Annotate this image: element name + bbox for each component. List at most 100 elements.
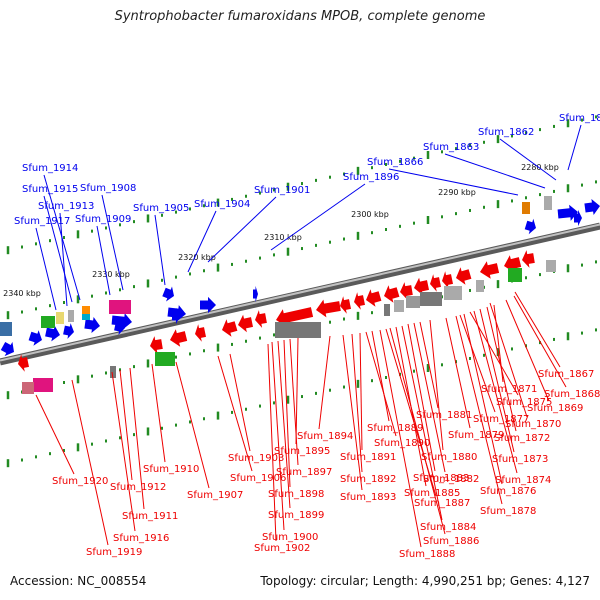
kbp-label: 2320 kbp (178, 253, 216, 262)
reverse-gene-leader (459, 314, 496, 413)
forward-gene-arrow (253, 285, 258, 303)
reverse-gene-label: Sfum_1867 (538, 369, 594, 380)
reverse-gene-label: Sfum_1873 (492, 454, 548, 465)
reverse-gene-label: Sfum_1919 (86, 547, 142, 558)
reverse-gene-leader (151, 363, 166, 463)
forward-gene-arrow (200, 296, 216, 314)
forward-gene-leader (154, 214, 166, 286)
reverse-gene-arrow (354, 292, 365, 310)
forward-gene-arrow (28, 330, 42, 346)
reverse-gene-label: Sfum_1900 (262, 532, 318, 543)
reverse-gene-arrow (480, 261, 500, 279)
feature-block (22, 382, 34, 394)
forward-gene-leader (567, 124, 582, 171)
reverse-gene-arrow (522, 250, 535, 268)
reverse-gene-leader (217, 355, 253, 472)
reverse-gene-leader (271, 341, 285, 531)
forward-gene-leader (187, 210, 217, 273)
reverse-gene-arrow (414, 277, 429, 296)
forward-gene-arrow (162, 286, 174, 302)
forward-gene-label: Sfum_1863 (423, 142, 479, 153)
reverse-gene-leader (513, 295, 567, 388)
reverse-gene-label: Sfum_1868 (544, 389, 600, 400)
forward-gene-leader (444, 153, 546, 189)
reverse-gene-leader (505, 299, 550, 402)
reverse-gene-leader (445, 317, 471, 429)
forward-gene-arrow (574, 209, 582, 227)
feature-block (546, 260, 556, 272)
reverse-gene-leader (71, 379, 109, 546)
reverse-gene-arrow (255, 310, 267, 328)
reverse-gene-label: Sfum_1895 (274, 446, 330, 457)
forward-gene-label: Sfum_1862 (478, 127, 534, 138)
reverse-gene-leader (389, 327, 446, 535)
reverse-gene-leader (365, 331, 397, 437)
reverse-gene-label: Sfum_1879 (448, 430, 504, 441)
reverse-gene-arrow (400, 282, 413, 300)
reverse-gene-arrow (222, 319, 238, 337)
reverse-gene-leader (351, 333, 363, 473)
forward-gene-arrow (45, 325, 60, 342)
reverse-gene-label: Sfum_1880 (421, 452, 477, 463)
reverse-gene-arrow (238, 314, 253, 333)
reverse-gene-leader (295, 337, 299, 445)
reverse-gene-arrow (316, 299, 341, 318)
kbp-label: 2340 kbp (3, 289, 41, 298)
reverse-gene-label: Sfum_1911 (122, 511, 178, 522)
reverse-gene-leader (318, 335, 331, 430)
forward-gene-label: Sfum_1905 (133, 203, 189, 214)
reverse-gene-label: Sfum_1871 (481, 384, 537, 395)
feature-block (406, 296, 420, 308)
feature-block (275, 322, 321, 338)
reverse-gene-label: Sfum_1903 (228, 453, 284, 464)
reverse-gene-label: Sfum_1878 (480, 506, 536, 517)
kbp-label: 2290 kbp (438, 188, 476, 197)
forward-gene-label: Sfum_1909 (75, 214, 131, 225)
reverse-gene-label: Sfum_1883 (413, 473, 469, 484)
feature-block (155, 352, 175, 366)
reverse-gene-arrow (170, 329, 188, 347)
reverse-gene-leader (371, 330, 390, 422)
forward-gene-leader (207, 196, 277, 263)
reverse-gene-label: Sfum_1898 (268, 489, 324, 500)
reverse-gene-label: Sfum_1906 (230, 473, 286, 484)
reverse-gene-leader (111, 371, 136, 532)
reverse-gene-label: Sfum_1893 (340, 492, 396, 503)
reverse-gene-leader (289, 338, 299, 466)
feature-block (0, 322, 12, 336)
forward-gene-leader (101, 194, 124, 291)
reverse-gene-leader (175, 361, 210, 489)
reverse-gene-label: Sfum_1892 (340, 474, 396, 485)
reverse-gene-leader (401, 325, 443, 521)
map-title: Syntrophobacter fumaroxidans MPOB, compl… (114, 9, 486, 24)
forward-gene-label: Sfum_1866 (367, 157, 423, 168)
reverse-gene-leader (479, 308, 515, 453)
feature-block (522, 202, 530, 214)
reverse-gene-arrow (366, 289, 382, 307)
reverse-gene-leader (342, 334, 363, 491)
reverse-gene-arrow (430, 274, 441, 292)
reverse-gene-arrow (456, 267, 472, 285)
reverse-gene-leader (229, 353, 251, 452)
forward-gene-label: Sfum_1861 (559, 113, 600, 124)
reverse-gene-leader (359, 332, 363, 451)
forward-gene-arrow (0, 341, 14, 357)
forward-gene-arrow (84, 317, 100, 333)
reverse-gene-label: Sfum_1876 (480, 486, 536, 497)
reverse-gene-leader (469, 311, 519, 396)
forward-gene-leader (43, 195, 73, 303)
reverse-gene-leader (277, 340, 291, 509)
reverse-gene-label: Sfum_1881 (416, 410, 472, 421)
reverse-gene-leader (283, 339, 291, 488)
forward-gene-label: Sfum_1913 (38, 201, 94, 212)
reverse-gene-label: Sfum_1907 (187, 490, 243, 501)
forward-gene-label: Sfum_1914 (22, 163, 78, 174)
forward-gene-label: Sfum_1904 (194, 199, 250, 210)
reverse-gene-label: Sfum_1875 (496, 397, 552, 408)
forward-gene-arrow (172, 307, 180, 325)
reverse-gene-label: Sfum_1891 (340, 452, 396, 463)
reverse-gene-arrow (442, 271, 453, 289)
forward-gene-arrow (63, 323, 74, 339)
feature-block (82, 314, 90, 320)
